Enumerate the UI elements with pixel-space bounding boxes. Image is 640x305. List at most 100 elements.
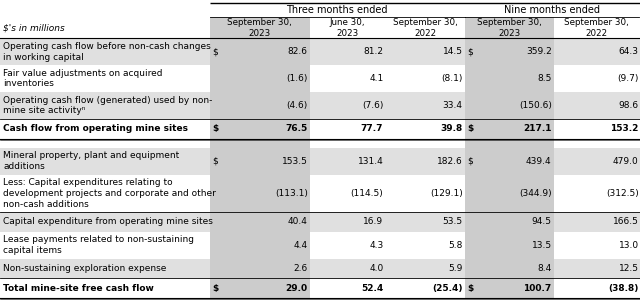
Text: 8.4: 8.4 [538,264,552,273]
Bar [210,17,310,38]
Bar [385,148,465,175]
Text: 153.5: 153.5 [282,157,308,166]
Text: 12.5: 12.5 [619,264,639,273]
Bar [554,148,640,175]
Bar [310,38,385,65]
Text: (25.4): (25.4) [432,284,463,292]
Text: Lease payments related to non-sustaining
capital items: Lease payments related to non-sustaining… [3,235,194,255]
Bar [210,278,310,298]
Text: 76.5: 76.5 [285,124,308,133]
Text: Mineral property, plant and equipment
additions: Mineral property, plant and equipment ad… [3,151,179,171]
Text: 131.4: 131.4 [358,157,383,166]
Bar [0,259,210,278]
Text: Total mine-site free cash flow: Total mine-site free cash flow [3,284,154,292]
Text: $: $ [467,284,474,292]
Bar [310,212,385,231]
Text: 100.7: 100.7 [524,284,552,292]
Text: 81.2: 81.2 [364,47,383,56]
Text: 5.8: 5.8 [449,241,463,249]
Text: 439.4: 439.4 [526,157,552,166]
Text: 14.5: 14.5 [443,47,463,56]
Bar [310,259,385,278]
Bar [465,231,554,259]
Text: September 30,
2023: September 30, 2023 [477,18,541,38]
Bar [465,65,554,92]
Bar [310,92,385,119]
Text: 33.4: 33.4 [443,101,463,110]
Bar [465,138,554,148]
Text: 53.5: 53.5 [443,217,463,226]
Text: 479.0: 479.0 [613,157,639,166]
Text: 16.9: 16.9 [364,217,383,226]
Text: September 30,
2023: September 30, 2023 [227,18,292,38]
Text: (8.1): (8.1) [442,74,463,83]
Text: 153.2: 153.2 [611,124,639,133]
Text: 217.1: 217.1 [523,124,552,133]
Text: 359.2: 359.2 [526,47,552,56]
Bar [465,212,554,231]
Text: (7.6): (7.6) [362,101,383,110]
Text: 13.5: 13.5 [532,241,552,249]
Text: 82.6: 82.6 [288,47,308,56]
Text: 8.5: 8.5 [538,74,552,83]
Text: (114.5): (114.5) [351,189,383,198]
Bar [210,231,310,259]
Bar [210,119,310,138]
Text: Capital expenditure from operating mine sites: Capital expenditure from operating mine … [3,217,213,226]
Text: Three months ended: Three months ended [287,5,388,15]
Text: 77.7: 77.7 [361,124,383,133]
Bar [0,38,210,65]
Bar [385,212,465,231]
Bar [465,92,554,119]
Text: $: $ [212,47,218,56]
Text: 13.0: 13.0 [619,241,639,249]
Bar [465,38,554,65]
Bar [465,175,554,212]
Bar [210,138,310,148]
Text: $: $ [467,157,473,166]
Text: 64.3: 64.3 [619,47,639,56]
Text: June 30,
2023: June 30, 2023 [330,18,365,38]
Bar [210,38,310,65]
Text: 4.4: 4.4 [294,241,308,249]
Bar [310,148,385,175]
Bar [385,92,465,119]
Text: $: $ [212,124,219,133]
Bar [465,278,554,298]
Bar [385,259,465,278]
Text: 4.0: 4.0 [369,264,383,273]
Text: 94.5: 94.5 [532,217,552,226]
Text: September 30,
2022: September 30, 2022 [564,18,629,38]
Text: $: $ [212,284,219,292]
Text: $: $ [467,124,474,133]
Text: $: $ [467,47,473,56]
Text: (1.6): (1.6) [287,74,308,83]
Text: Non-sustaining exploration expense: Non-sustaining exploration expense [3,264,166,273]
Bar [210,65,310,92]
Bar [465,148,554,175]
Bar [465,259,554,278]
Text: Less: Capital expenditures relating to
development projects and corporate and ot: Less: Capital expenditures relating to d… [3,178,216,209]
Text: Cash flow from operating mine sites: Cash flow from operating mine sites [3,124,188,133]
Text: 98.6: 98.6 [619,101,639,110]
Bar [0,148,210,175]
Text: (4.6): (4.6) [287,101,308,110]
Text: (38.8): (38.8) [609,284,639,292]
Bar [465,17,554,38]
Text: (9.7): (9.7) [618,74,639,83]
Text: (344.9): (344.9) [519,189,552,198]
Bar [210,148,310,175]
Text: 166.5: 166.5 [613,217,639,226]
Text: Nine months ended: Nine months ended [504,5,600,15]
Text: 4.3: 4.3 [369,241,383,249]
Bar [554,38,640,65]
Text: (129.1): (129.1) [430,189,463,198]
Text: 40.4: 40.4 [288,217,308,226]
Text: Operating cash flow (generated) used by non-
mine site activityⁿ: Operating cash flow (generated) used by … [3,95,212,115]
Bar [210,175,310,212]
Bar [0,212,210,231]
Text: Operating cash flow before non-cash changes
in working capital: Operating cash flow before non-cash chan… [3,42,211,62]
Bar [554,212,640,231]
Bar [554,92,640,119]
Text: 4.1: 4.1 [369,74,383,83]
